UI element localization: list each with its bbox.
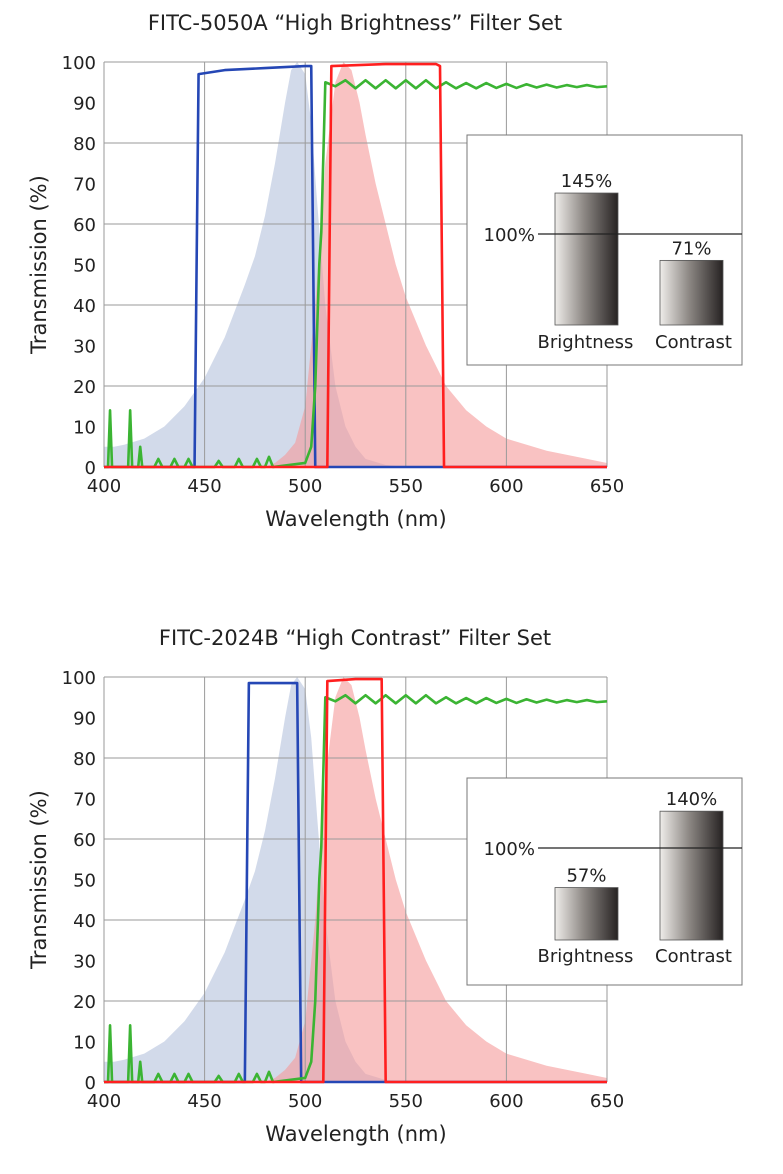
bar-value-label: 57%	[566, 866, 606, 887]
x-tick-label: 400	[87, 476, 121, 497]
reference-label: 100%	[484, 225, 535, 246]
chart-high-brightness: FITC-5050A “High Brightness” Filter Set 0…	[27, 11, 743, 531]
bar-contrast	[659, 810, 724, 941]
inset-comparison: 100% 145% Brightness 71% Contrast	[466, 134, 743, 366]
y-tick-label: 20	[73, 992, 96, 1013]
chart-high-contrast: FITC-2024B “High Contrast” Filter Set 0 10…	[27, 626, 743, 1146]
y-tick-label: 80	[73, 134, 96, 155]
line-excitation-filter	[104, 64, 607, 469]
y-tick-label: 0	[85, 1073, 96, 1094]
x-tick-label: 450	[187, 1091, 221, 1112]
x-tick-label: 650	[590, 476, 624, 497]
bar-value-label: 145%	[561, 171, 612, 192]
fill-fitc-emission	[104, 677, 607, 1082]
y-tick-label: 80	[73, 749, 96, 770]
y-axis-title: Transmission (%)	[27, 175, 51, 355]
y-tick-label: 40	[73, 911, 96, 932]
line-emission-filter	[104, 677, 607, 1084]
fill-fitc-absorption	[104, 62, 607, 467]
x-tick-label: 450	[187, 476, 221, 497]
bar-brightness	[554, 887, 619, 941]
x-tick-label: 400	[87, 1091, 121, 1112]
x-axis-title: Wavelength (nm)	[265, 507, 446, 531]
y-tick-label: 100	[62, 53, 96, 74]
bar-contrast	[659, 259, 724, 326]
y-tick-label: 60	[73, 215, 96, 236]
x-axis-title: Wavelength (nm)	[265, 1122, 446, 1146]
x-tick-label: 600	[489, 1091, 523, 1112]
inset-comparison: 100% 57% Brightness 140% Contrast	[466, 777, 743, 986]
y-tick-label: 70	[73, 175, 96, 196]
fill-fitc-emission	[104, 62, 607, 467]
y-tick-label: 20	[73, 377, 96, 398]
y-tick-label: 40	[73, 296, 96, 317]
y-tick-label: 30	[73, 337, 96, 358]
y-tick-label: 50	[73, 871, 96, 892]
y-axis-title: Transmission (%)	[27, 790, 51, 970]
y-tick-label: 100	[62, 668, 96, 689]
y-tick-label: 10	[73, 418, 96, 439]
bar-brightness	[554, 192, 619, 326]
y-tick-label: 60	[73, 830, 96, 851]
y-tick-label: 50	[73, 256, 96, 277]
x-tick-label: 500	[288, 476, 322, 497]
bar-value-label: 140%	[666, 789, 717, 810]
y-tick-label: 90	[73, 709, 96, 730]
reference-label: 100%	[484, 839, 535, 860]
y-tick-label: 0	[85, 458, 96, 479]
x-tick-label: 600	[489, 476, 523, 497]
line-emission-filter	[104, 62, 607, 469]
y-tick-label: 10	[73, 1033, 96, 1054]
y-tick-label: 70	[73, 790, 96, 811]
line-dichroic	[104, 693, 608, 1084]
bar-category-label: Brightness	[538, 332, 634, 353]
bar-value-label: 71%	[671, 238, 711, 259]
y-tick-label: 90	[73, 94, 96, 115]
chart-title: FITC-2024B “High Contrast” Filter Set	[159, 626, 551, 650]
x-tick-label: 550	[389, 1091, 423, 1112]
line-dichroic	[104, 78, 608, 469]
bar-category-label: Brightness	[538, 946, 634, 967]
x-tick-label: 650	[590, 1091, 624, 1112]
bar-category-label: Contrast	[655, 946, 732, 967]
chart-title: FITC-5050A “High Brightness” Filter Set	[148, 11, 562, 35]
x-tick-label: 500	[288, 1091, 322, 1112]
bar-category-label: Contrast	[655, 332, 732, 353]
y-tick-label: 30	[73, 952, 96, 973]
x-tick-label: 550	[389, 476, 423, 497]
fill-fitc-absorption	[104, 677, 607, 1082]
